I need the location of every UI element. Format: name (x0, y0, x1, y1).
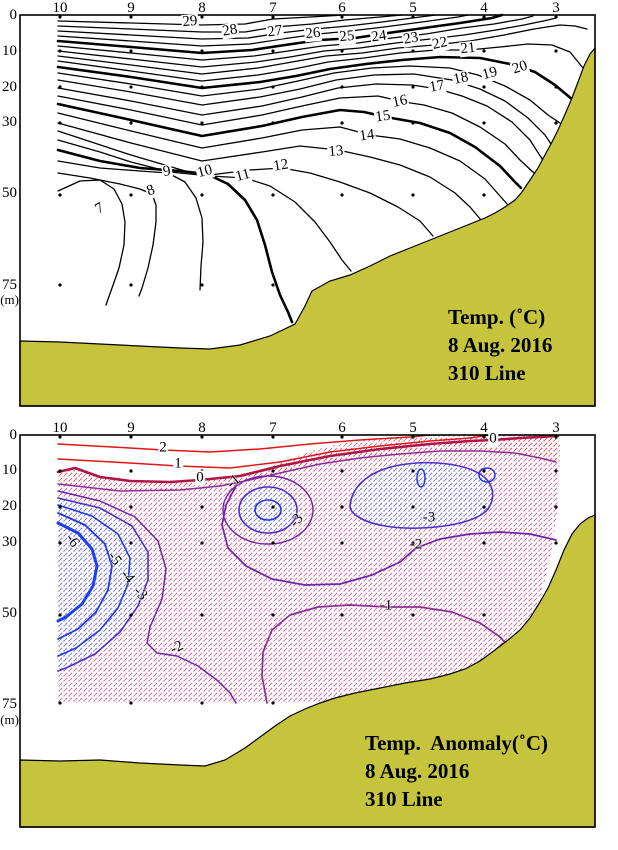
bottom-x-tick: 7 (269, 420, 277, 436)
top-x-tick: 3 (552, 0, 560, 16)
bottom-y-unit: (m) (0, 712, 19, 727)
contour-label: 14 (357, 126, 377, 145)
top-title-line2: 8 Aug. 2016 (448, 333, 553, 357)
bottom-title-line1: Temp. Anomaly(˚C) (365, 731, 548, 755)
contour-label: 27 (265, 22, 285, 41)
contour-label: 26 (303, 24, 323, 43)
bottom-y-tick: 30 (2, 534, 17, 550)
contour-label: 25 (337, 27, 357, 46)
top-x-tick: 7 (269, 0, 277, 16)
contour-label: 21 (458, 39, 478, 58)
top-title-line1: Temp. (˚C) (448, 305, 546, 329)
top-title-line3: 310 Line (448, 361, 526, 385)
top-x-tick: 8 (198, 0, 206, 16)
top-panel-land (19, 46, 596, 407)
contour-label: 29 (180, 12, 200, 31)
bottom-y-tick: 0 (9, 427, 18, 443)
bottom-x-tick: 9 (127, 420, 135, 436)
top-x-tick: 9 (127, 0, 135, 16)
anomaly-hatch-region (58, 434, 560, 703)
top-x-tick: 6 (338, 0, 346, 16)
bottom-panel-land (19, 514, 596, 828)
bottom-x-tick: 10 (52, 420, 68, 436)
top-panel-station-dots (58, 15, 558, 287)
contour-label: 12 (271, 156, 291, 175)
top-x-tick: 5 (409, 0, 417, 16)
contour-label: 2 (158, 439, 168, 456)
bottom-x-tick: 8 (198, 420, 206, 436)
contour-label: 13 (326, 142, 346, 161)
top-panel-title: Temp. (˚C) 8 Aug. 2016 310 Line (448, 303, 552, 387)
bottom-panel-station-dots (58, 435, 558, 705)
contour-label: 28 (220, 21, 240, 40)
top-y-tick: 0 (9, 7, 18, 23)
bottom-panel-frame (19, 434, 596, 828)
anomaly-hatch-blue-core-right (350, 462, 493, 529)
bottom-x-tick: 4 (480, 420, 488, 436)
contour-label: 23 (401, 29, 421, 48)
anomaly-hatch-blue-core-mid (239, 487, 297, 533)
contour-label: -2 (409, 536, 423, 553)
contour-label: 17 (427, 77, 447, 96)
contour-label: -1 (379, 597, 393, 614)
anomaly-hatch-red-band (58, 436, 560, 491)
bottom-title-line3: 310 Line (365, 787, 443, 811)
bottom-x-tick: 3 (552, 420, 560, 436)
top-y-tick: 30 (2, 114, 17, 130)
bottom-y-tick: 10 (2, 462, 17, 478)
bottom-y-tick: 75 (2, 696, 17, 712)
bottom-x-tick: 6 (338, 420, 346, 436)
bottom-panel-title: Temp. Anomaly(˚C) 8 Aug. 2016 310 Line (365, 729, 548, 813)
top-y-tick: 10 (2, 43, 17, 59)
bottom-y-tick: 20 (2, 498, 17, 514)
contour-label: 1 (173, 455, 183, 472)
top-y-unit: (m) (0, 292, 19, 307)
contour-label: 15 (373, 107, 393, 126)
bottom-title-line2: 8 Aug. 2016 (365, 759, 470, 783)
anomaly-contour-lines (56, 434, 560, 704)
top-panel-frame (19, 14, 596, 407)
top-y-tick: 75 (2, 277, 17, 293)
contour-label: 0 (195, 469, 205, 486)
contour-label: -3 (422, 509, 436, 526)
bottom-x-tick: 5 (409, 420, 417, 436)
top-x-tick: 4 (480, 0, 488, 16)
top-x-tick: 10 (52, 0, 68, 16)
top-y-tick: 50 (2, 185, 17, 201)
contour-label: 0 (488, 430, 498, 447)
bottom-y-tick: 50 (2, 605, 17, 621)
top-y-tick: 20 (2, 79, 17, 95)
contour-label: 24 (369, 27, 389, 46)
